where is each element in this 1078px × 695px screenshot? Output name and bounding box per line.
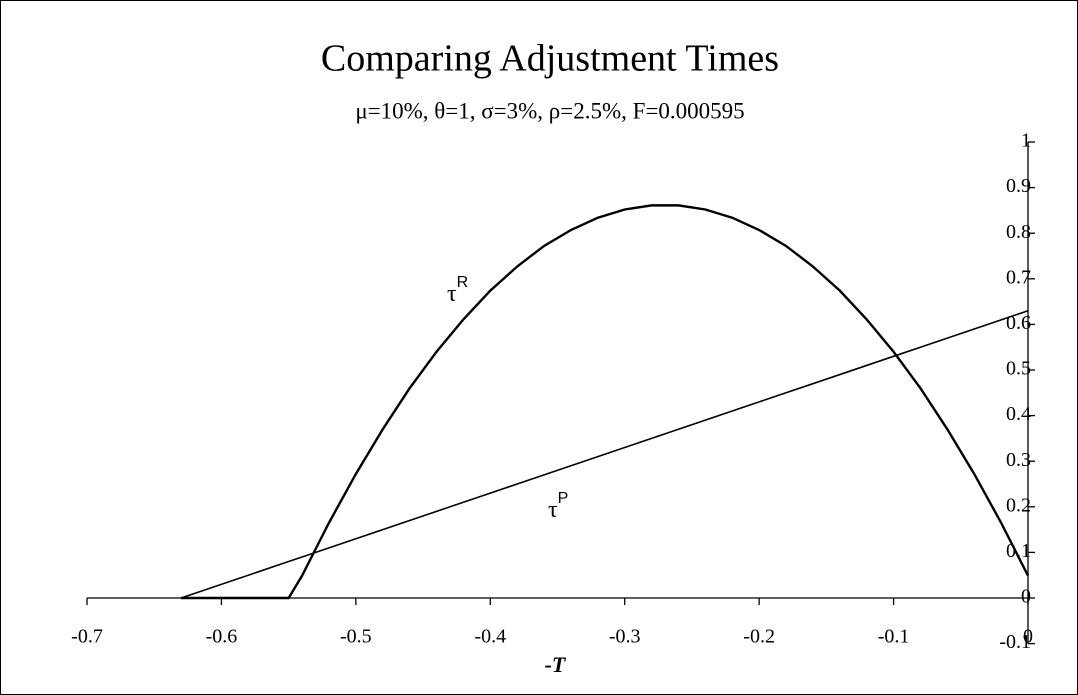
series-label-sup: R bbox=[457, 274, 469, 291]
series-label-base: τ bbox=[447, 281, 457, 307]
x-tick-label: -0.1 bbox=[878, 626, 910, 648]
series-label: τP bbox=[548, 490, 568, 522]
y-tick-label: 0.9 bbox=[1006, 175, 1031, 197]
x-axis-title: -T bbox=[545, 652, 567, 677]
x-tick-label: -0.4 bbox=[474, 626, 506, 648]
y-tick-label: 0.2 bbox=[1006, 494, 1031, 516]
series-line bbox=[180, 309, 1029, 599]
chart-subtitle: μ=10%, θ=1, σ=3%, ρ=2.5%, F=0.000595 bbox=[355, 98, 744, 123]
x-tick-label: -0.5 bbox=[340, 626, 372, 648]
x-tick-label: 0 bbox=[1023, 626, 1033, 648]
y-tick-label: 0.4 bbox=[1006, 403, 1031, 425]
chart-title: Comparing Adjustment Times bbox=[321, 38, 779, 80]
x-tick-label: -0.6 bbox=[206, 626, 238, 648]
y-tick-label: 0.3 bbox=[1006, 449, 1031, 471]
y-tick-label: 0.8 bbox=[1006, 221, 1031, 243]
series-line bbox=[181, 204, 1030, 600]
y-tick-label: -0.1 bbox=[999, 631, 1031, 653]
y-tick-label: 0.5 bbox=[1006, 358, 1031, 380]
y-tick-label: 0.7 bbox=[1006, 266, 1031, 288]
series-label-base: τ bbox=[548, 497, 558, 523]
x-tick-label: -0.3 bbox=[609, 626, 641, 648]
x-tick-label: -0.7 bbox=[71, 626, 103, 648]
series-label: τR bbox=[447, 274, 468, 306]
series-label-sup: P bbox=[558, 490, 569, 507]
x-tick-label: -0.2 bbox=[743, 626, 775, 648]
y-tick-label: 1 bbox=[1021, 130, 1031, 152]
y-tick-label: 0.6 bbox=[1006, 312, 1031, 334]
y-tick-label: 0 bbox=[1021, 586, 1031, 608]
